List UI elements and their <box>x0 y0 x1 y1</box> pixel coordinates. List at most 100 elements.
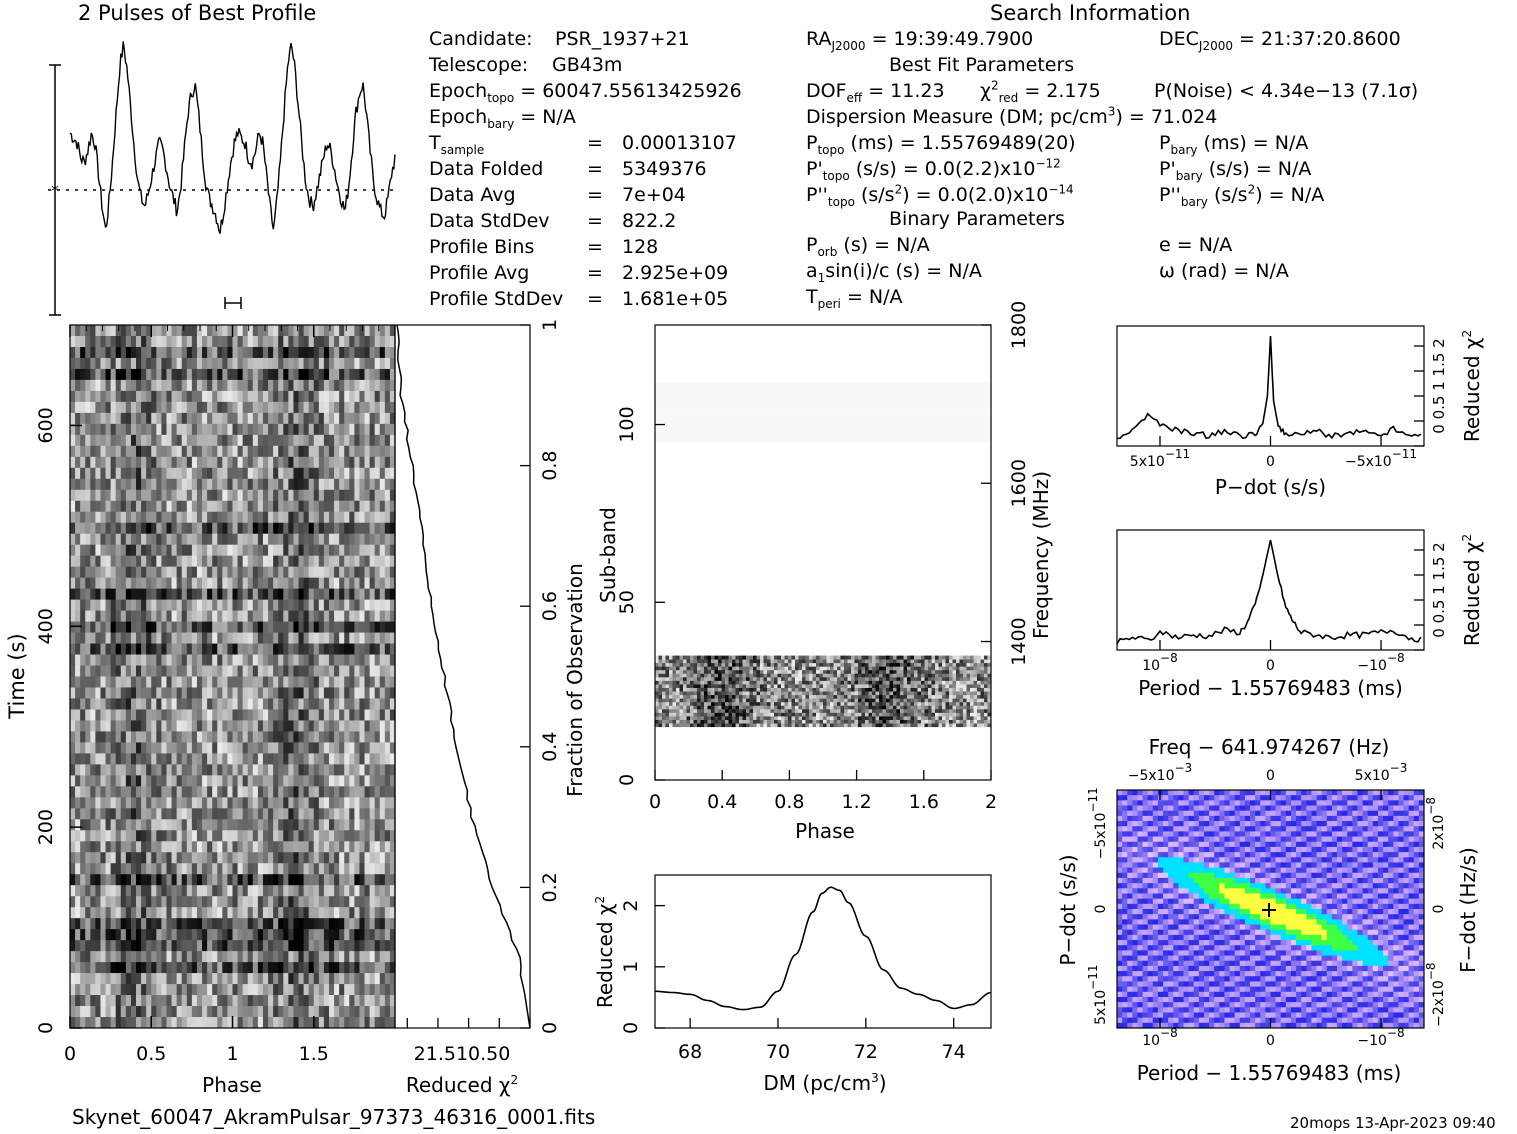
time-phase-cell <box>268 687 273 698</box>
time-phase-cell <box>334 490 339 501</box>
time-phase-cell <box>116 391 121 402</box>
time-phase-cell <box>141 534 146 545</box>
time-phase-cell <box>202 556 207 567</box>
time-phase-cell <box>253 578 258 589</box>
subband-cell <box>792 723 796 727</box>
time-phase-cell <box>207 468 212 479</box>
time-phase-cell <box>141 984 146 995</box>
subband-cell <box>900 723 904 727</box>
time-phase-cell <box>192 1006 197 1017</box>
time-phase-cell <box>156 490 161 501</box>
time-phase-cell <box>106 369 111 380</box>
time-phase-cell <box>309 391 314 402</box>
time-phase-cell <box>354 940 359 951</box>
time-phase-cell <box>161 369 166 380</box>
time-phase-cell <box>100 808 105 819</box>
time-phase-cell <box>365 600 370 611</box>
time-phase-cell <box>85 984 90 995</box>
time-phase-cell <box>126 698 131 709</box>
time-phase-cell <box>187 797 192 808</box>
time-phase-cell <box>344 962 349 973</box>
time-phase-cell <box>273 512 278 523</box>
time-phase-cell <box>197 655 202 666</box>
time-phase-cell <box>334 655 339 666</box>
time-phase-cell <box>385 720 390 731</box>
time-phase-cell <box>365 995 370 1006</box>
time-phase-cell <box>273 720 278 731</box>
subband-cell <box>935 705 939 709</box>
subband-cell <box>837 716 841 720</box>
time-phase-cell <box>319 611 324 622</box>
time-phase-cell <box>177 325 182 336</box>
time-phase-cell <box>111 995 116 1006</box>
time-phase-cell <box>238 523 243 534</box>
time-phase-cell <box>365 633 370 644</box>
time-phase-cell <box>202 940 207 951</box>
subband-cell <box>785 702 789 706</box>
time-phase-cell <box>207 885 212 896</box>
time-phase-cell <box>375 874 380 885</box>
time-phase-cell <box>324 918 329 929</box>
time-phase-cell <box>344 490 349 501</box>
time-phase-cell <box>116 622 121 633</box>
subband-cell <box>939 698 943 702</box>
time-phase-cell <box>192 852 197 863</box>
time-phase-cell <box>177 1017 182 1028</box>
subband-cell <box>799 702 803 706</box>
time-phase-cell <box>217 1017 222 1028</box>
time-phase-cell <box>283 1017 288 1028</box>
time-phase-cell <box>202 468 207 479</box>
time-phase-cell <box>268 731 273 742</box>
subband-cell <box>687 702 691 706</box>
time-phase-cell <box>95 830 100 841</box>
time-phase-cell <box>385 468 390 479</box>
time-phase-cell <box>126 830 131 841</box>
time-phase-cell <box>288 336 293 347</box>
time-phase-cell <box>339 929 344 940</box>
time-phase-cell <box>253 852 258 863</box>
time-phase-cell <box>212 446 217 457</box>
time-phase-cell <box>349 962 354 973</box>
time-phase-cell <box>217 973 222 984</box>
time-phase-cell <box>85 380 90 391</box>
time-phase-cell <box>288 709 293 720</box>
subband-cell <box>781 709 785 713</box>
time-phase-cell <box>217 896 222 907</box>
time-phase-cell <box>151 501 156 512</box>
subband-cell <box>855 705 859 709</box>
subband-cell <box>669 720 673 724</box>
subband-cell <box>942 723 946 727</box>
time-phase-cell <box>146 424 151 435</box>
subband-cell <box>687 709 691 713</box>
time-phase-cell <box>116 907 121 918</box>
time-phase-cell <box>222 841 227 852</box>
time-phase-cell <box>370 644 375 655</box>
time-phase-cell <box>253 589 258 600</box>
time-phase-cell <box>90 391 95 402</box>
time-phase-cell <box>233 589 238 600</box>
time-phase-cell <box>380 731 385 742</box>
time-phase-cell <box>156 874 161 885</box>
time-phase-cell <box>309 984 314 995</box>
subband-cell <box>830 716 834 720</box>
time-phase-cell <box>166 819 171 830</box>
time-phase-cell <box>90 402 95 413</box>
time-phase-cell <box>197 479 202 490</box>
time-phase-cell <box>146 545 151 556</box>
time-phase-cell <box>95 600 100 611</box>
time-phase-cell <box>111 896 116 907</box>
time-phase-cell <box>354 995 359 1006</box>
subband-cell <box>883 712 887 716</box>
time-phase-cell <box>268 841 273 852</box>
time-phase-cell <box>263 962 268 973</box>
time-phase-cell <box>248 742 253 753</box>
time-phase-cell <box>329 786 334 797</box>
time-phase-cell <box>248 874 253 885</box>
subband-cell <box>862 712 866 716</box>
time-phase-cell <box>278 457 283 468</box>
time-phase-cell <box>309 918 314 929</box>
time-phase-cell <box>370 698 375 709</box>
time-phase-cell <box>233 633 238 644</box>
time-phase-cell <box>288 545 293 556</box>
time-phase-cell <box>359 336 364 347</box>
